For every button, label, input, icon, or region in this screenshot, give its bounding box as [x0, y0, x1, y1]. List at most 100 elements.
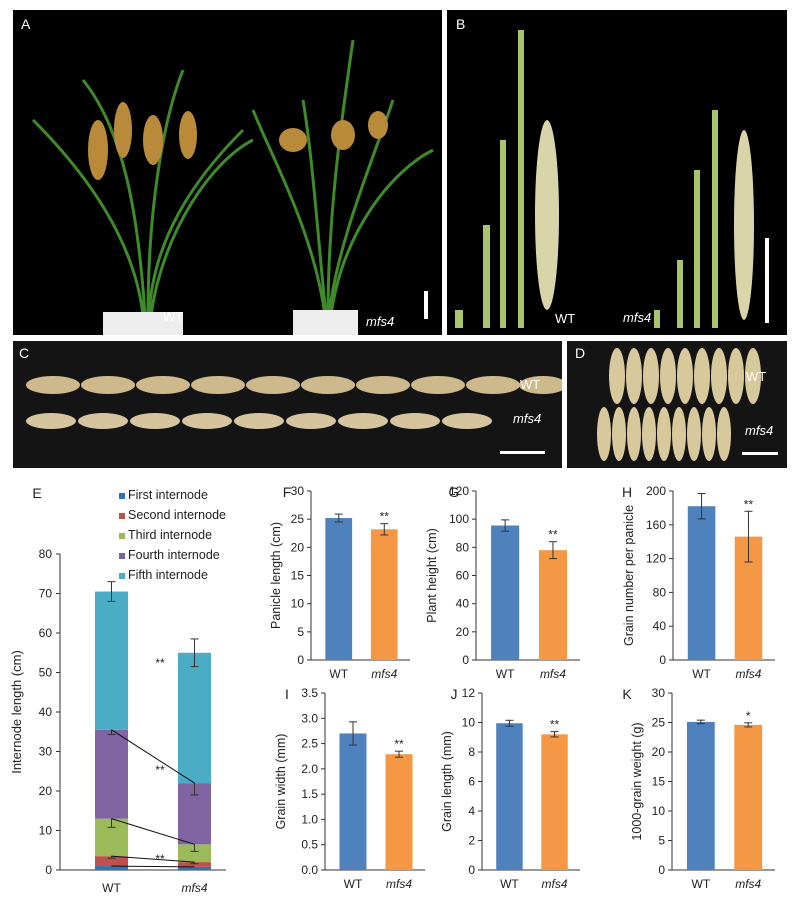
label-wt: WT	[163, 309, 183, 324]
bar-wt	[688, 506, 716, 660]
bar-mutant	[386, 754, 413, 870]
y-tick-label: 20	[39, 784, 53, 798]
significance-mark: *	[746, 709, 751, 723]
significance-mark: **	[550, 718, 560, 732]
label-mfs4: mfs4	[745, 423, 773, 438]
grain-row-illustration	[13, 341, 562, 468]
legend-label: Fifth internode	[128, 568, 208, 582]
panel-letter-h: H	[622, 484, 632, 500]
label-mfs4: mfs4	[513, 411, 541, 426]
y-tick-label: 15	[652, 775, 666, 789]
x-tick-label: WT	[692, 877, 711, 891]
significance-mark: **	[155, 656, 165, 670]
panel-letter-a: A	[21, 16, 30, 32]
y-tick-label: 0.0	[301, 863, 318, 877]
y-tick-label: 12	[462, 686, 476, 700]
y-tick-label: 2	[468, 834, 475, 848]
panel-letter-d: D	[575, 345, 585, 361]
internode-photo-panel-b: B WT mfs4	[447, 10, 787, 335]
plant-photo-panel-a: A WT mfs4	[13, 10, 442, 335]
y-tick-label: 30	[291, 484, 305, 498]
y-tick-label: 0	[468, 863, 475, 877]
y-tick-label: 3.0	[301, 711, 318, 725]
panel-letter-b: B	[456, 16, 465, 32]
bar-wt	[687, 722, 715, 870]
label-wt: WT	[555, 311, 575, 326]
legend-swatch	[119, 553, 125, 559]
plant-illustration	[13, 10, 442, 335]
x-tick-label: WT	[102, 881, 121, 895]
y-tick-label: 6	[468, 775, 475, 789]
y-tick-label: 10	[462, 716, 476, 730]
label-mfs4: mfs4	[623, 310, 651, 325]
y-tick-label: 20	[291, 540, 305, 554]
legend-swatch	[119, 573, 125, 579]
y-tick-label: 40	[456, 597, 470, 611]
y-tick-label: 20	[456, 625, 470, 639]
y-tick-label: 4	[468, 804, 475, 818]
x-tick-label: WT	[329, 667, 348, 681]
bar-wt	[325, 518, 352, 660]
y-tick-label: 2.0	[301, 762, 318, 776]
internode-illustration	[447, 10, 787, 335]
y-tick-label: 80	[653, 585, 667, 599]
y-tick-label: 20	[652, 745, 666, 759]
label-wt: WT	[746, 369, 766, 384]
y-tick-label: 0.5	[301, 838, 318, 852]
bar-wt	[496, 723, 522, 870]
y-tick-label: 80	[39, 547, 53, 561]
y-tick-label: 0	[462, 653, 469, 667]
x-tick-label: mfs4	[181, 881, 207, 895]
y-tick-label: 8	[468, 745, 475, 759]
y-tick-label: 120	[449, 484, 469, 498]
label-wt: WT	[520, 377, 540, 392]
y-tick-label: 200	[646, 484, 666, 498]
y-tick-label: 40	[653, 619, 667, 633]
significance-mark: **	[548, 528, 558, 542]
legend-swatch	[119, 493, 125, 499]
y-tick-label: 160	[646, 518, 666, 532]
y-axis-label: Panicle length (cm)	[269, 522, 283, 629]
panel-letter-k: K	[622, 686, 632, 702]
x-tick-label: mfs4	[542, 877, 568, 891]
y-tick-label: 60	[39, 626, 53, 640]
label-mfs4: mfs4	[366, 314, 394, 329]
x-tick-label: WT	[692, 667, 711, 681]
y-axis-label: Internode length (cm)	[9, 650, 24, 774]
legend-swatch	[119, 513, 125, 519]
x-tick-label: WT	[496, 667, 515, 681]
y-tick-label: 0	[658, 863, 665, 877]
significance-mark: **	[380, 510, 390, 524]
y-tick-label: 1.5	[301, 787, 318, 801]
bar-mutant	[541, 734, 567, 870]
x-tick-label: WT	[344, 877, 363, 891]
y-tick-label: 10	[291, 597, 305, 611]
y-tick-label: 30	[652, 686, 666, 700]
y-tick-label: 120	[646, 552, 666, 566]
grain-grid-illustration	[567, 341, 787, 468]
legend-label: Second internode	[128, 508, 226, 522]
y-tick-label: 25	[291, 512, 305, 526]
panel-letter-j: J	[451, 686, 458, 702]
y-axis-label: Grain width (mm)	[274, 734, 288, 830]
bar-segment-1	[178, 867, 211, 870]
grain-width-photo-panel-d: D WT mfs4	[567, 341, 787, 468]
panel-letter-i: I	[285, 686, 289, 702]
y-tick-label: 40	[39, 705, 53, 719]
x-tick-label: mfs4	[371, 667, 397, 681]
y-tick-label: 1.0	[301, 812, 318, 826]
y-tick-label: 5	[297, 625, 304, 639]
bar-mutant	[371, 529, 398, 660]
y-tick-label: 30	[39, 745, 53, 759]
y-tick-label: 15	[291, 569, 305, 583]
bar-wt	[491, 526, 519, 660]
bar-segment-5	[178, 653, 211, 783]
y-tick-label: 2.5	[301, 737, 318, 751]
x-tick-label: mfs4	[540, 667, 566, 681]
y-tick-label: 10	[39, 824, 53, 838]
x-tick-label: WT	[500, 877, 519, 891]
y-axis-label: Plant height (cm)	[425, 528, 439, 622]
legend-label: Fourth internode	[128, 548, 220, 562]
x-tick-label: mfs4	[735, 667, 761, 681]
